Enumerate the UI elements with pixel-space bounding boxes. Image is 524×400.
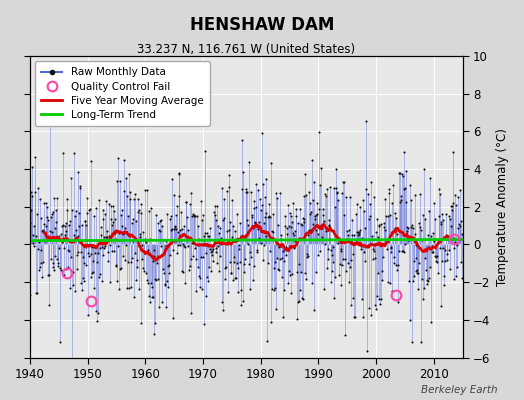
Text: HENSHAW DAM: HENSHAW DAM [190, 16, 334, 34]
Title: 33.237 N, 116.761 W (United States): 33.237 N, 116.761 W (United States) [137, 43, 355, 56]
Text: Berkeley Earth: Berkeley Earth [421, 385, 498, 395]
Y-axis label: Temperature Anomaly (°C): Temperature Anomaly (°C) [496, 128, 509, 286]
Legend: Raw Monthly Data, Quality Control Fail, Five Year Moving Average, Long-Term Tren: Raw Monthly Data, Quality Control Fail, … [35, 61, 210, 126]
